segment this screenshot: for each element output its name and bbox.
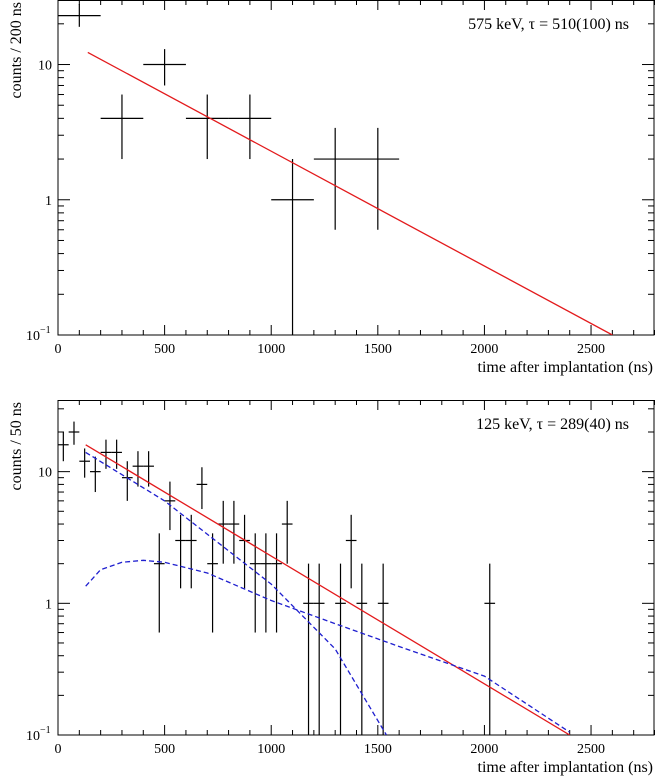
chart2-xtick-label: 1500 bbox=[364, 742, 392, 757]
chart2-ytick-label: 1 bbox=[45, 597, 52, 612]
chart2-xlabel: time after implantation (ns) bbox=[478, 759, 654, 776]
chart2-fit-curve bbox=[85, 444, 571, 735]
chart2-xtick-label: 2000 bbox=[470, 742, 498, 757]
chart2-annotation: 125 keV, τ = 289(40) ns bbox=[476, 416, 629, 433]
chart2-ylabel: counts / 50 ns bbox=[8, 402, 25, 490]
chart1-xtick-label: 2500 bbox=[577, 342, 605, 357]
chart1-ytick-label-base: 10 bbox=[26, 329, 40, 344]
chart2-ytick-label-base: 10 bbox=[26, 729, 40, 744]
chart1-ylabel: counts / 200 ns bbox=[8, 2, 25, 98]
chart1-ytick-label-exp: −1 bbox=[40, 325, 51, 336]
chart1-xtick-label: 1000 bbox=[257, 342, 285, 357]
chart1-xtick-label: 2000 bbox=[470, 342, 498, 357]
chart2-component-curve bbox=[85, 559, 571, 733]
chart2-ytick-label-exp: −1 bbox=[40, 725, 51, 736]
chart2-xtick-label: 2500 bbox=[577, 742, 605, 757]
chart1-frame bbox=[57, 0, 655, 336]
chart1-fit-curve bbox=[87, 51, 613, 335]
chart1-xtick-label: 0 bbox=[55, 342, 62, 357]
chart1-xlabel: time after implantation (ns) bbox=[478, 359, 654, 376]
chart2-component-curve bbox=[85, 451, 387, 735]
chart1-xtick-label: 500 bbox=[154, 342, 175, 357]
chart2-xtick-label: 500 bbox=[154, 742, 175, 757]
chart2-xtick-label: 0 bbox=[55, 742, 62, 757]
chart1-ytick-label: 1 bbox=[45, 194, 52, 209]
chart1-annotation: 575 keV, τ = 510(100) ns bbox=[468, 16, 629, 33]
chart1-ytick-label: 10 bbox=[38, 59, 52, 74]
chart1-xtick-label: 1500 bbox=[364, 342, 392, 357]
chart2-xtick-label: 1000 bbox=[257, 742, 285, 757]
chart2-ytick-label: 10 bbox=[38, 466, 52, 481]
